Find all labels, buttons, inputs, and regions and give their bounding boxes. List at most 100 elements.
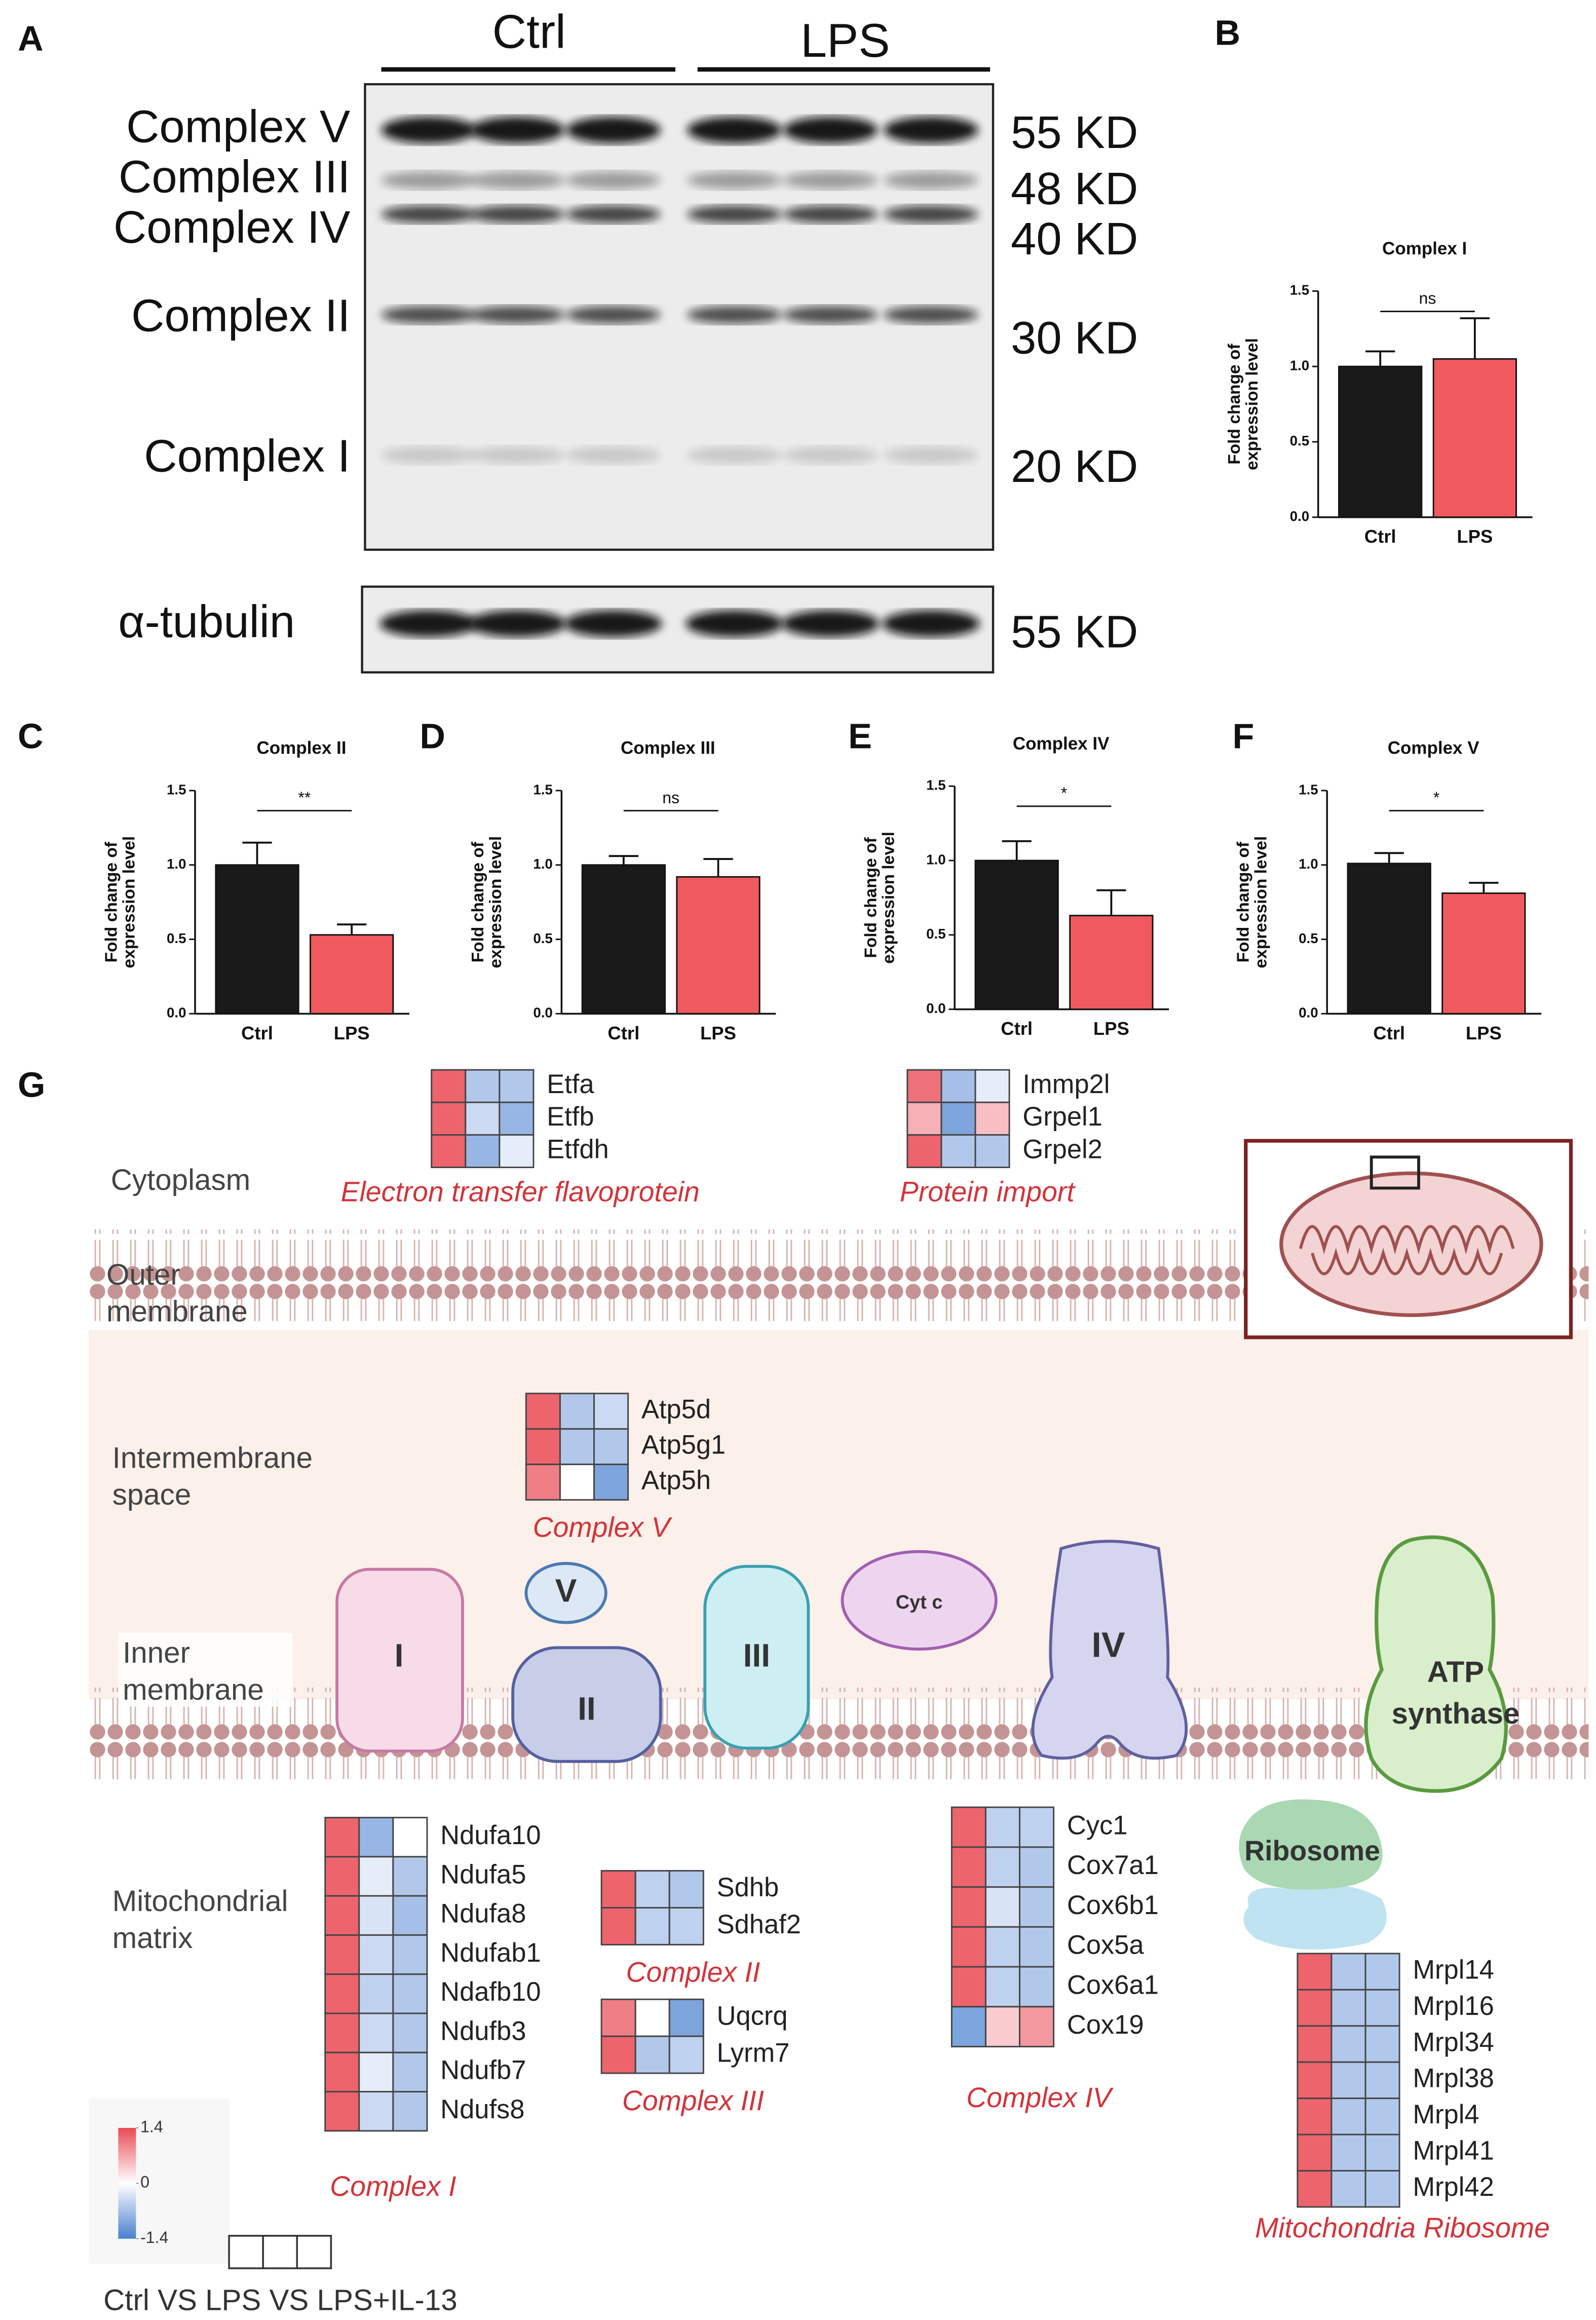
y-tick-label: 0.0 <box>1290 508 1310 524</box>
group-label: LPS <box>801 14 890 67</box>
compartment-label: Inner <box>123 1636 190 1669</box>
heatmap-cell <box>525 1464 561 1501</box>
intermembrane-bg <box>89 1330 1589 1700</box>
column-key <box>262 2235 298 2269</box>
heatmap-cell <box>668 1998 704 2037</box>
gene-label: Mrpl4 <box>1413 2100 1479 2129</box>
heatmap-cell <box>1331 1953 1366 1991</box>
chart-title: Complex IV <box>1013 734 1110 754</box>
complex-i <box>335 1567 464 1753</box>
bar <box>310 934 394 1015</box>
heatmap-cell <box>431 1134 467 1169</box>
band <box>381 306 476 324</box>
protein-label: III <box>743 1637 770 1674</box>
y-tick-label: 1.5 <box>926 777 946 793</box>
gene-label: Cox5a <box>1067 1930 1145 1960</box>
group-title: Electron transfer flavoprotein <box>341 1176 700 1208</box>
heatmap-cell <box>984 2006 1020 2048</box>
bar <box>676 876 761 1015</box>
heatmap-cell <box>634 1998 670 2037</box>
x-tick-label: LPS <box>334 1023 370 1043</box>
gene-label: Etfa <box>547 1069 594 1099</box>
atp-synthase <box>1364 1535 1508 1793</box>
y-axis-label: expression level <box>880 832 898 964</box>
significance-label: ns <box>1419 289 1436 308</box>
heatmap-cell <box>1331 2025 1366 2063</box>
chart-title: Complex III <box>621 738 715 758</box>
heatmap-cell <box>1331 2098 1366 2136</box>
band <box>884 446 978 464</box>
size-label: 55 KD <box>1011 607 1138 658</box>
group-title: Protein import <box>900 1176 1076 1208</box>
band <box>566 171 661 190</box>
heatmap-cell <box>465 1101 501 1136</box>
gene-label: Mrpl34 <box>1413 2027 1494 2057</box>
x-tick-label: Ctrl <box>1364 526 1396 547</box>
heatmap-cell <box>392 2012 428 2053</box>
heatmap-cell <box>593 1393 629 1430</box>
protein-label: II <box>578 1691 596 1727</box>
band <box>783 171 878 190</box>
bar <box>974 859 1059 1011</box>
columns-label: Ctrl VS LPS VS LPS+IL-13 <box>103 2284 458 2316</box>
heatmap-cell <box>392 1817 428 1858</box>
gene-label: Grpel2 <box>1022 1134 1103 1164</box>
heatmap-cell <box>392 1895 428 1936</box>
protein-label: V <box>555 1572 577 1608</box>
heatmap-cell <box>593 1428 629 1466</box>
heatmap-cell <box>324 2051 360 2092</box>
band <box>687 306 782 324</box>
significance-label: * <box>1433 789 1439 807</box>
heatmap-cell <box>1297 2098 1333 2136</box>
size-label: 48 KD <box>1011 163 1138 214</box>
heatmap-cell <box>1297 2025 1333 2063</box>
band <box>566 117 661 143</box>
heatmap-cell <box>984 1926 1020 1968</box>
heatmap-cell <box>1297 2170 1333 2208</box>
band-label: α-tubulin <box>118 596 295 647</box>
x-tick-label: Ctrl <box>1373 1023 1405 1043</box>
heatmap-cell <box>1331 2170 1366 2208</box>
heatmap-cell <box>1331 1989 1366 2027</box>
scale-label: -1.4 <box>140 2228 168 2247</box>
complex-iv <box>1031 1540 1188 1760</box>
x-tick-label: LPS <box>1466 1023 1502 1043</box>
heatmap-cell <box>431 1101 467 1136</box>
protein-label: IV <box>1091 1625 1125 1665</box>
y-tick-label: 1.0 <box>533 856 553 872</box>
scale-label: 1.4 <box>140 2117 163 2136</box>
heatmap-cell <box>1019 1926 1055 1968</box>
band <box>470 117 565 143</box>
heatmap-cell <box>906 1134 942 1169</box>
y-tick-label: 1.0 <box>1290 357 1310 373</box>
band <box>884 117 978 143</box>
gene-label: Ndufa10 <box>440 1820 541 1850</box>
band <box>564 610 662 637</box>
band <box>884 171 978 190</box>
gene-label: Ndufa5 <box>440 1859 526 1889</box>
y-tick-label: 1.0 <box>167 856 186 872</box>
heatmap-cell <box>951 1846 986 1888</box>
heatmap-cell <box>906 1069 942 1103</box>
band <box>381 446 476 464</box>
compartment-label: Outer <box>106 1258 180 1291</box>
heatmap-cell <box>358 2051 394 2092</box>
band <box>884 306 978 324</box>
heatmap-cell <box>940 1069 976 1103</box>
gene-label: Atp5d <box>641 1395 711 1425</box>
panel-label: B <box>1215 13 1241 52</box>
band-label: Complex IV <box>113 202 350 253</box>
band <box>783 117 878 143</box>
protein-label: I <box>395 1637 404 1674</box>
x-tick-label: LPS <box>1457 526 1493 547</box>
significance-label: ns <box>662 789 679 807</box>
band <box>381 171 476 190</box>
y-tick-label: 1.0 <box>1299 856 1318 872</box>
ribosome-large <box>1239 1799 1383 1890</box>
heatmap-cell <box>1364 2025 1400 2063</box>
y-tick-label: 0.0 <box>926 1000 946 1016</box>
band <box>687 117 782 143</box>
heatmap-cell <box>358 1973 394 2014</box>
x-tick-label: Ctrl <box>1001 1018 1033 1039</box>
y-tick-label: 0.0 <box>533 1005 553 1021</box>
